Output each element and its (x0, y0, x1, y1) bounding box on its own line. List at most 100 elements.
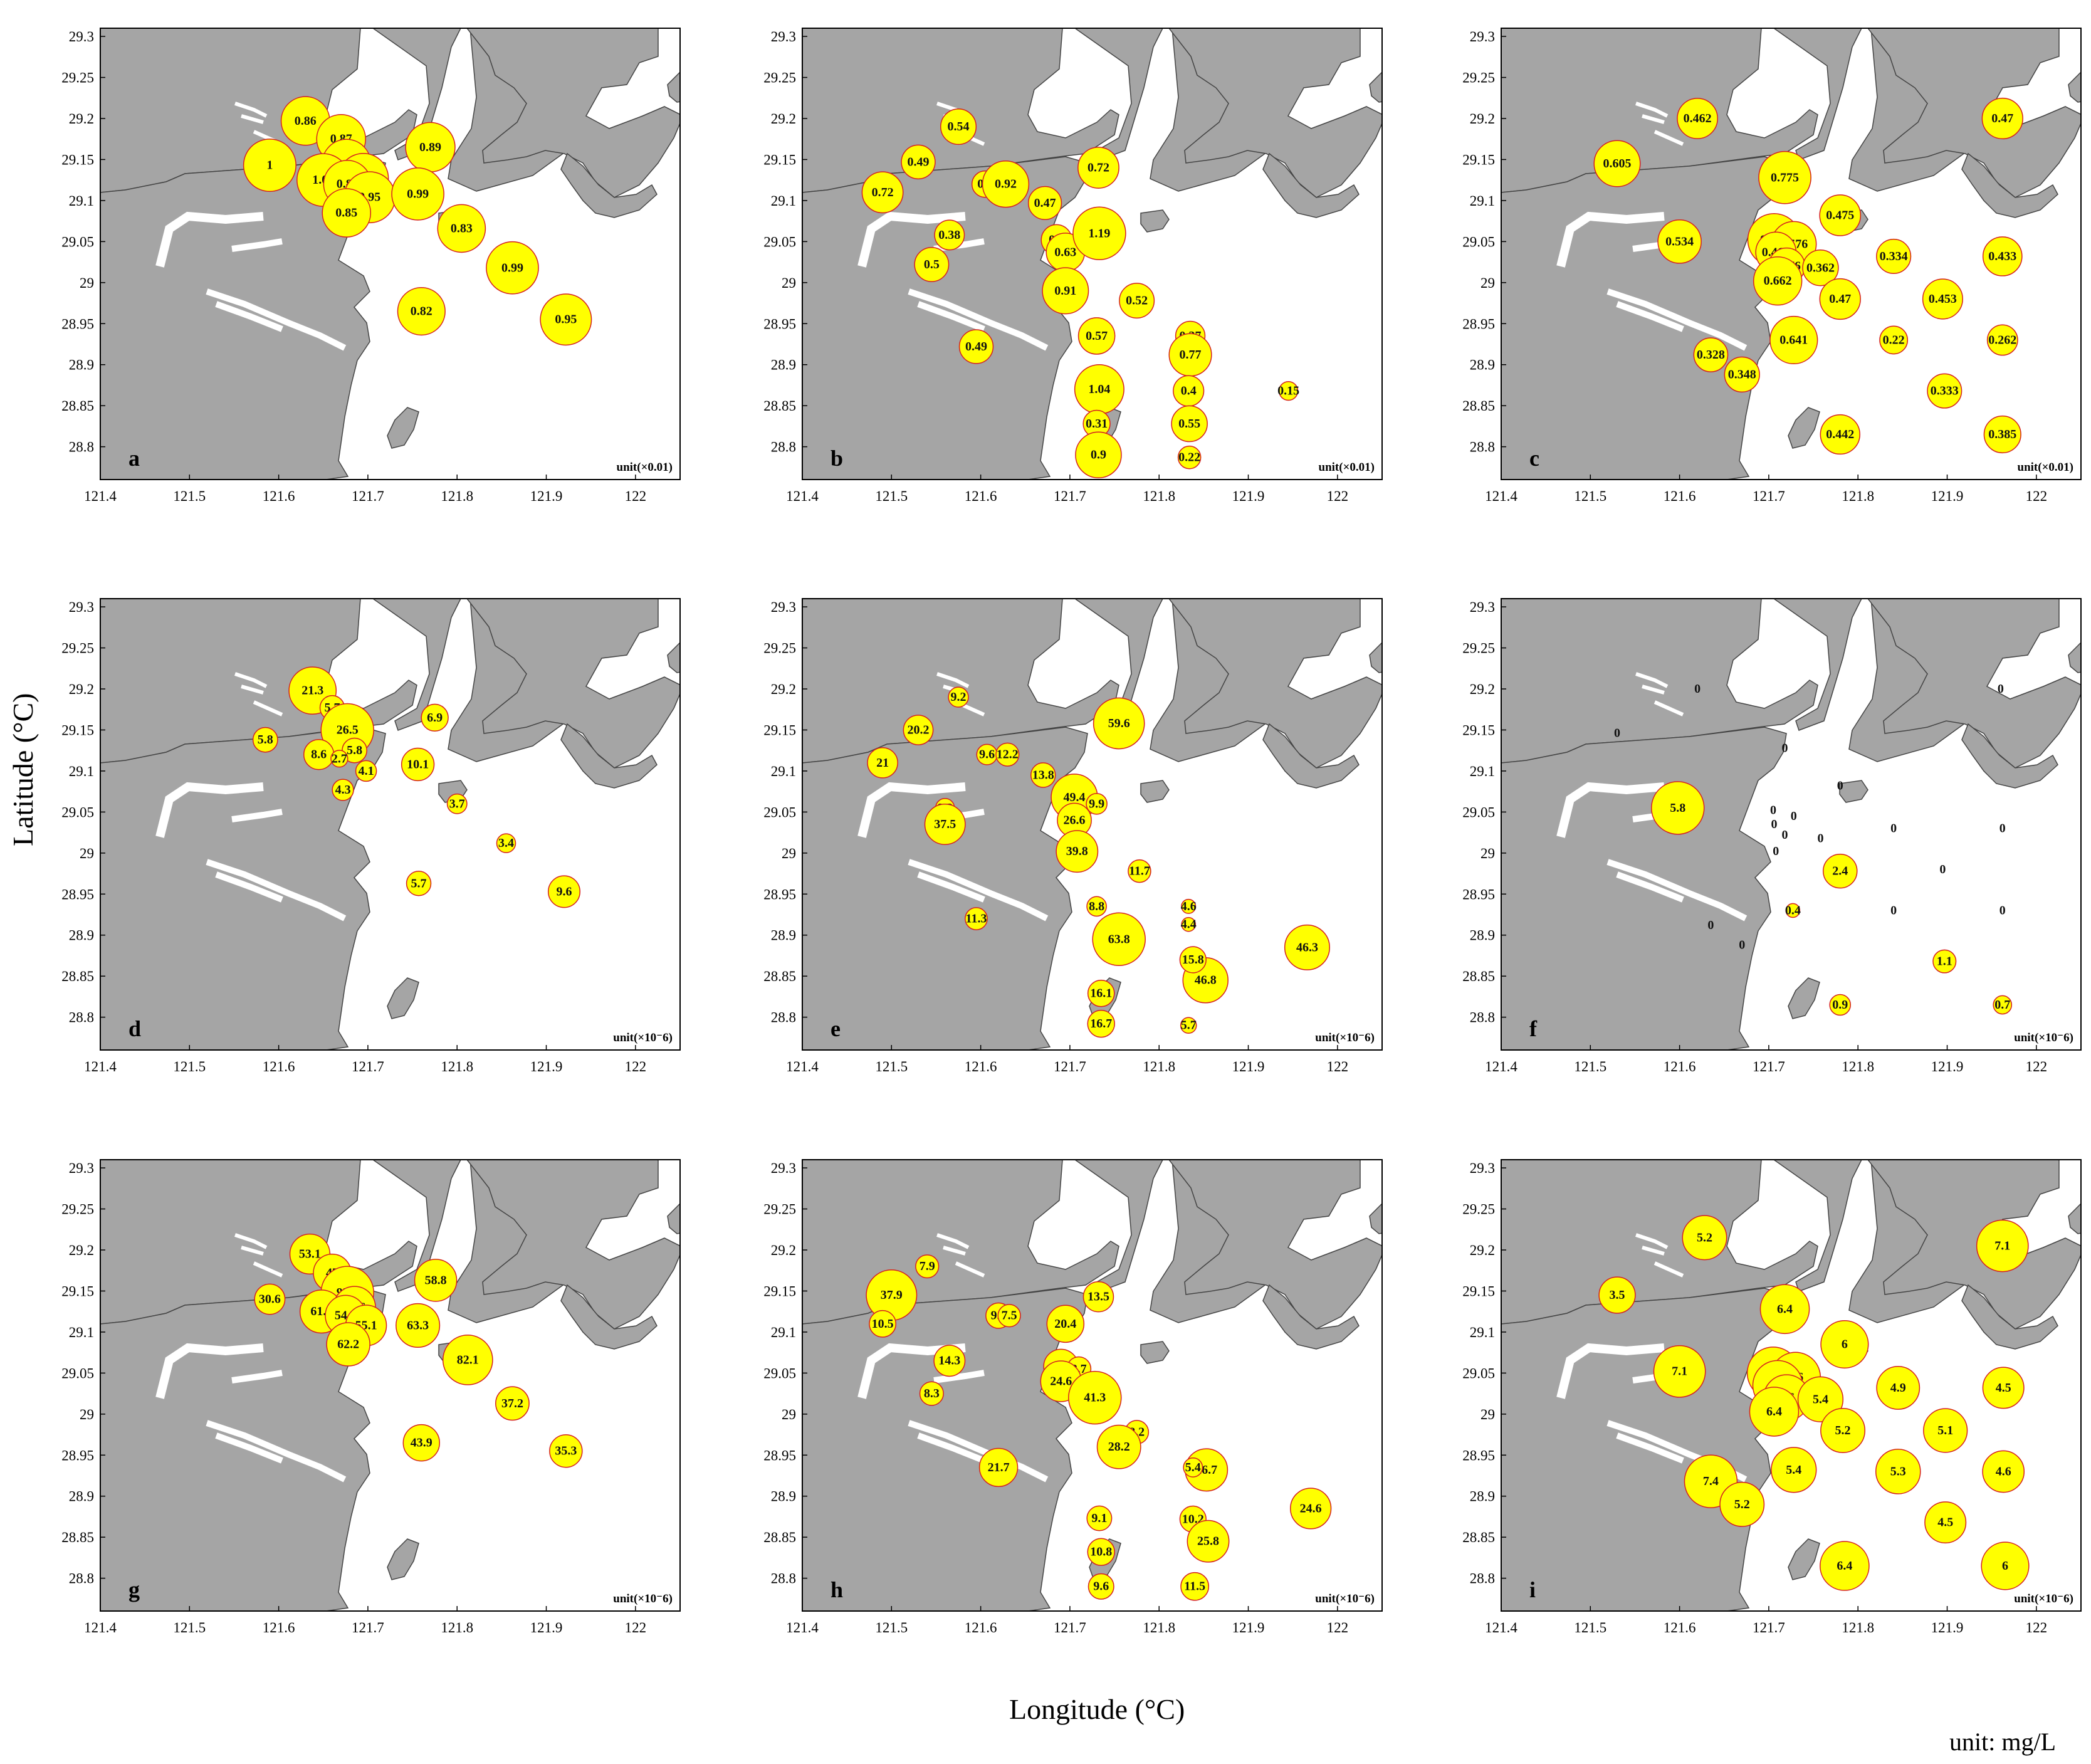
map-panel-i: 5.27.13.56.467.17.26.66.64.94.55.65.46.4… (1462, 1159, 2082, 1635)
x-tick-label: 121.4 (786, 1620, 819, 1635)
station-bubble (322, 188, 372, 238)
station-bubble (547, 875, 581, 908)
station-value-label: 0.7 (1994, 998, 2010, 1012)
station-value-label: 2.4 (1832, 864, 1848, 878)
station-bubble (1923, 1408, 1968, 1453)
station-value-label: 20.2 (908, 723, 930, 737)
station-bubble (1759, 1284, 1810, 1335)
y-tick-label: 29.05 (763, 1365, 796, 1381)
y-tick-label: 29.1 (69, 764, 94, 779)
y-tick-label: 29.2 (69, 1242, 94, 1258)
station-value-label: 0.49 (908, 155, 930, 169)
y-tick-label: 28.8 (1470, 1571, 1495, 1587)
station-bubble (437, 204, 486, 253)
y-tick-label: 29.3 (771, 29, 796, 45)
y-tick-label: 28.8 (69, 1571, 94, 1587)
y-tick-label: 29.05 (61, 1365, 94, 1381)
x-tick-label: 121.7 (1753, 1620, 1785, 1635)
y-tick-label: 29.05 (763, 804, 796, 820)
y-tick-label: 29.1 (771, 764, 796, 779)
y-tick-label: 29 (782, 275, 796, 291)
station-value-label: 5.2 (1835, 1424, 1851, 1437)
station-value-label: 0.22 (1883, 333, 1905, 347)
station-bubble (1119, 283, 1155, 319)
station-value-label: 0.89 (419, 140, 441, 154)
station-bubble (1819, 194, 1862, 236)
station-value-label: 0.362 (1806, 261, 1835, 275)
y-tick-label: 28.85 (61, 1530, 94, 1545)
y-tick-label: 29 (782, 1407, 796, 1422)
y-tick-label: 29.1 (771, 1325, 796, 1340)
y-tick-label: 28.85 (1462, 969, 1495, 984)
station-bubble (914, 247, 950, 282)
station-value-label: 0.99 (501, 261, 523, 275)
station-bubble (1982, 1450, 2025, 1493)
station-value-label: 0 (1770, 804, 1776, 817)
station-bubble (1983, 415, 2021, 454)
station-value-label: 5.4 (1185, 1461, 1201, 1474)
station-value-label: 8.6 (311, 748, 327, 762)
y-tick-label: 29.25 (763, 641, 796, 656)
station-value-label: 0.95 (555, 313, 577, 327)
station-bubble (1072, 206, 1126, 261)
x-tick-label: 121.9 (1931, 1620, 1964, 1635)
station-value-label: 0.662 (1764, 274, 1792, 288)
station-value-label: 0.22 (1178, 451, 1200, 465)
panel-unit-label: unit(×10⁻6) (2014, 1592, 2073, 1605)
station-value-label: 0 (1999, 822, 2006, 836)
panel-frame (802, 598, 1383, 1051)
station-bubble (1077, 317, 1116, 355)
station-value-label: 58.8 (425, 1273, 447, 1287)
station-value-label: 0.86 (295, 114, 317, 128)
panel-letter: f (1529, 1016, 1538, 1041)
panel-frame (100, 598, 681, 1051)
y-tick-label: 28.9 (69, 1489, 94, 1504)
station-bubble (1042, 267, 1089, 315)
station-bubble (1976, 1219, 2029, 1273)
station-bubble (540, 293, 592, 346)
y-tick-label: 29.15 (61, 152, 94, 167)
station-value-label: 37.9 (881, 1288, 903, 1302)
x-tick-label: 121.9 (530, 1620, 563, 1635)
station-bubble (1171, 405, 1208, 443)
station-value-label: 6.4 (1777, 1302, 1793, 1316)
station-value-label: 0.605 (1603, 157, 1632, 171)
y-tick-label: 29.15 (1462, 1283, 1495, 1299)
station-value-label: 5.4 (1786, 1463, 1801, 1477)
station-value-label: 5.8 (258, 733, 273, 747)
station-bubble (391, 167, 444, 221)
y-tick-label: 29.1 (69, 1325, 94, 1340)
station-value-label: 24.6 (1050, 1374, 1072, 1388)
y-tick-label: 28.9 (69, 928, 94, 943)
x-tick-label: 122 (1327, 488, 1349, 504)
station-value-label: 8.3 (924, 1387, 940, 1400)
station-value-label: 37.5 (934, 817, 956, 831)
station-value-label: 10.1 (407, 757, 429, 771)
x-tick-label: 121.8 (441, 1059, 473, 1074)
y-tick-label: 28.85 (61, 969, 94, 984)
station-value-label: 7.4 (1703, 1474, 1719, 1488)
x-tick-label: 122 (2026, 1620, 2048, 1635)
x-tick-label: 121.9 (1232, 1059, 1265, 1074)
x-tick-label: 121.4 (84, 1620, 117, 1635)
y-tick-label: 28.8 (1470, 1010, 1495, 1026)
y-tick-label: 28.8 (771, 439, 796, 455)
y-tick-label: 28.9 (771, 357, 796, 373)
station-value-label: 14.3 (938, 1354, 960, 1368)
station-value-label: 15.8 (1182, 953, 1204, 967)
x-tick-label: 121.5 (173, 1620, 206, 1635)
station-bubble (486, 241, 539, 295)
station-bubble (1093, 697, 1145, 750)
y-tick-label: 29.2 (771, 111, 796, 127)
station-value-label: 0 (1939, 863, 1946, 876)
station-value-label: 0 (1999, 903, 2006, 917)
station-value-label: 5.8 (1670, 801, 1685, 815)
station-bubble (1180, 1572, 1210, 1601)
station-value-label: 41.3 (1084, 1391, 1106, 1405)
station-value-label: 0.55 (1178, 417, 1200, 431)
y-tick-label: 29 (782, 846, 796, 861)
station-bubble (915, 1254, 940, 1279)
x-tick-label: 122 (1327, 1059, 1349, 1074)
map-panel-e: 9.220.22159.69.612.213.849.49.98.237.526… (763, 598, 1383, 1074)
